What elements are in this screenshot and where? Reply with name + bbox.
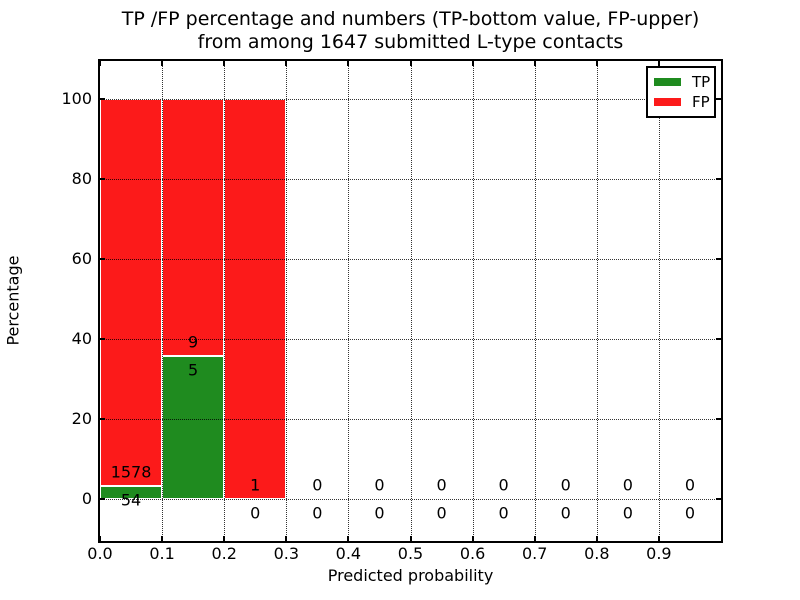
- xtick-bottom-0.8: [595, 536, 598, 541]
- gridline-x-0.9: [658, 61, 660, 541]
- xtick-bottom-0.1: [161, 536, 164, 541]
- ytick-label-40: 40: [71, 329, 92, 348]
- gridline-x-0.1: [162, 61, 164, 541]
- xtick-bottom-0.2: [223, 536, 226, 541]
- y-axis-label: Percentage: [3, 255, 23, 346]
- ytick-label-20: 20: [71, 409, 92, 428]
- fp-count-label-0: 1578: [110, 462, 152, 482]
- tp-count-label-7: 0: [560, 503, 571, 523]
- tp-count-label-4: 0: [374, 503, 385, 523]
- bar-segment-fp-0: [100, 99, 163, 486]
- tp-count-label-2: 0: [250, 503, 261, 523]
- ytick-right-60: [716, 258, 721, 260]
- legend-label-fp: FP: [692, 93, 710, 111]
- xtick-bottom-0.4: [347, 536, 350, 541]
- tp-count-label-1: 5: [188, 360, 199, 380]
- gridline-x-0.6: [472, 61, 474, 541]
- ytick-left-40: [100, 338, 105, 340]
- xtick-top-0: [99, 61, 101, 66]
- tp-count-label-6: 0: [498, 503, 509, 523]
- fp-count-label-8: 0: [622, 475, 633, 495]
- xtick-bottom-0.6: [471, 536, 474, 541]
- tp-count-label-0: 54: [120, 490, 142, 510]
- xtick-bottom-0.7: [533, 536, 536, 541]
- xtick-label-0.8: 0.8: [584, 544, 610, 563]
- xtick-top-0.4: [347, 61, 350, 66]
- xtick-top-0.5: [409, 61, 412, 66]
- xtick-label-0.1: 0.1: [149, 544, 175, 563]
- x-axis-label: Predicted probability: [327, 566, 494, 585]
- ytick-right-20: [716, 418, 721, 420]
- fp-count-label-2: 1: [250, 475, 261, 495]
- ytick-left-60: [100, 258, 105, 260]
- fp-count-label-5: 0: [436, 475, 447, 495]
- xtick-bottom-0.9: [657, 536, 660, 541]
- ytick-left-0: [100, 498, 105, 500]
- xtick-label-0.3: 0.3: [273, 544, 300, 563]
- tp-count-label-9: 0: [684, 503, 696, 523]
- legend-swatch-fp: [654, 98, 681, 106]
- bar-segment-tp-0: [100, 485, 163, 499]
- xtick-top-0.1: [161, 61, 164, 66]
- fp-count-label-6: 0: [498, 475, 509, 495]
- ytick-label-60: 60: [71, 249, 92, 268]
- legend-label-tp: TP: [692, 73, 711, 91]
- xtick-top-0.6: [471, 61, 474, 66]
- ytick-right-100: [716, 98, 721, 100]
- chart-title-line1: TP /FP percentage and numbers (TP-bottom…: [121, 8, 700, 30]
- xtick-top-0.3: [285, 61, 288, 66]
- tp-count-label-5: 0: [436, 503, 447, 523]
- ytick-label-100: 100: [61, 89, 92, 108]
- fp-count-label-3: 0: [312, 475, 323, 495]
- xtick-bottom-0: [99, 536, 101, 541]
- ytick-left-100: [100, 98, 105, 100]
- xtick-label-0.0: 0.0: [87, 544, 113, 563]
- xtick-bottom-0.5: [409, 536, 412, 541]
- fp-count-label-7: 0: [560, 475, 571, 495]
- xtick-label-0.2: 0.2: [211, 544, 237, 563]
- xtick-top-0.8: [595, 61, 598, 66]
- chart-title-line2: from among 1647 submitted L-type contact…: [197, 31, 624, 53]
- legend: TP FP: [646, 66, 716, 118]
- fp-count-label-9: 0: [684, 475, 696, 495]
- xtick-top-0.9: [657, 61, 660, 66]
- bar-segment-fp-1: [162, 99, 225, 357]
- xtick-label-0.5: 0.5: [397, 544, 424, 563]
- ytick-left-80: [100, 178, 105, 180]
- gridline-x-0.3: [286, 61, 288, 541]
- gridline-x-0.5: [410, 61, 412, 541]
- gridline-x-0.2: [224, 61, 226, 541]
- legend-swatch-tp: [654, 78, 681, 86]
- ytick-right-0: [716, 498, 721, 500]
- tp-count-label-3: 0: [312, 503, 323, 523]
- gridline-x-0.7: [534, 61, 536, 541]
- ytick-right-80: [716, 178, 721, 180]
- ytick-label-80: 80: [71, 169, 92, 188]
- legend-row-tp: TP: [654, 72, 711, 92]
- xtick-label-0.7: 0.7: [521, 544, 548, 563]
- xtick-top-0.2: [223, 61, 226, 66]
- bar-segment-fp-2: [224, 99, 287, 499]
- fp-count-label-1: 9: [188, 332, 199, 352]
- xtick-bottom-0.3: [285, 536, 288, 541]
- tp-count-label-8: 0: [622, 503, 633, 523]
- ytick-left-20: [100, 418, 105, 420]
- legend-row-fp: FP: [654, 92, 710, 112]
- xtick-label-0.9: 0.9: [646, 544, 672, 563]
- fp-count-label-4: 0: [374, 475, 385, 495]
- gridline-x-0.4: [348, 61, 350, 541]
- ytick-right-40: [716, 338, 721, 340]
- plot-area: 1578 54 9 5 1 0 0 0 0 0 0 0 0 0 0 0 0 0 0 0: [98, 59, 723, 543]
- gridline-x-0.8: [596, 61, 598, 541]
- xtick-top-0.7: [533, 61, 536, 66]
- xtick-label-0.4: 0.4: [335, 544, 362, 563]
- xtick-label-0.6: 0.6: [459, 544, 486, 563]
- bar-segment-tp-1: [162, 356, 225, 499]
- chart-title: TP /FP percentage and numbers (TP-bottom…: [98, 8, 723, 54]
- ytick-label-0: 0: [81, 489, 92, 508]
